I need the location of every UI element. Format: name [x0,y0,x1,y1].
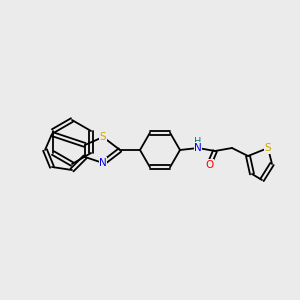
Text: N: N [194,143,202,153]
Text: S: S [100,132,106,142]
Text: O: O [205,160,213,170]
Text: S: S [265,143,271,153]
Text: N: N [99,158,107,168]
Text: H: H [194,137,202,147]
